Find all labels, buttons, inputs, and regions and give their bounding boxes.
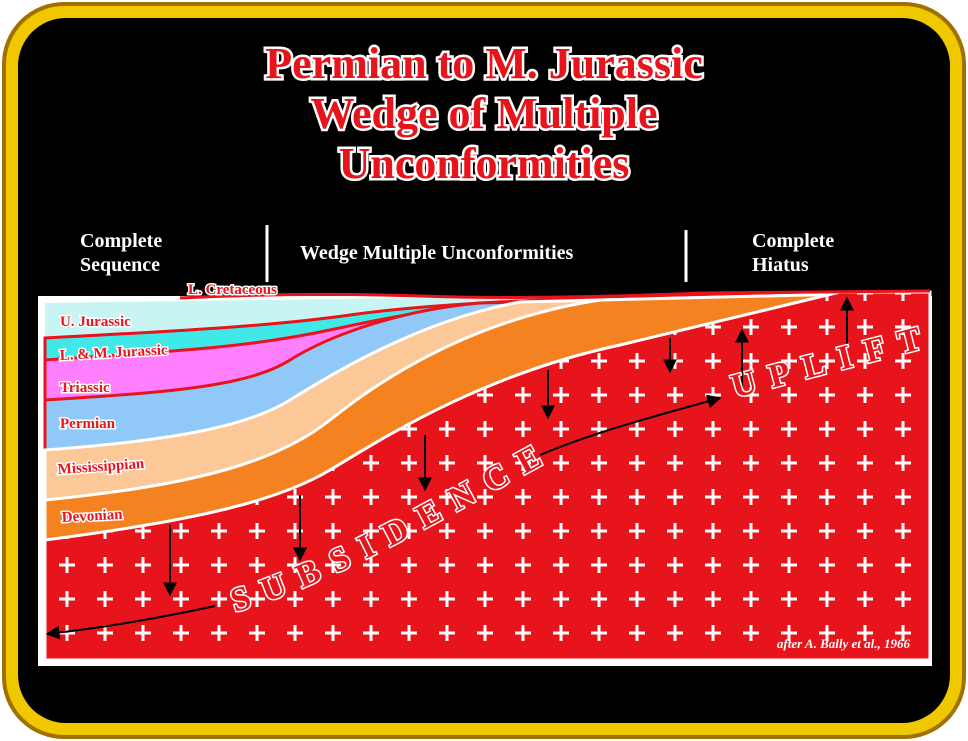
layer-label: U. Jurassic [60, 314, 131, 330]
boundary-label: L. Cretaceous [188, 282, 277, 298]
layer-label: Permian [60, 416, 116, 432]
layer-label: Triassic [60, 380, 110, 396]
column-header: Wedge Multiple Unconformities [300, 242, 574, 264]
movement-arrows [45, 296, 854, 640]
title-line: Wedge of Multiple [310, 89, 657, 138]
title-line: Permian to M. Jurassic [265, 39, 702, 88]
credit: after A. Bally et al., 1966 [777, 636, 911, 651]
column-header: Complete [752, 230, 834, 252]
column-header: Hiatus [752, 254, 809, 276]
column-header: Complete [80, 230, 162, 252]
cross-section [38, 289, 932, 666]
title-line: Unconformities [339, 139, 630, 188]
layer-label: Devonian [61, 507, 123, 526]
column-header: Sequence [80, 254, 160, 276]
